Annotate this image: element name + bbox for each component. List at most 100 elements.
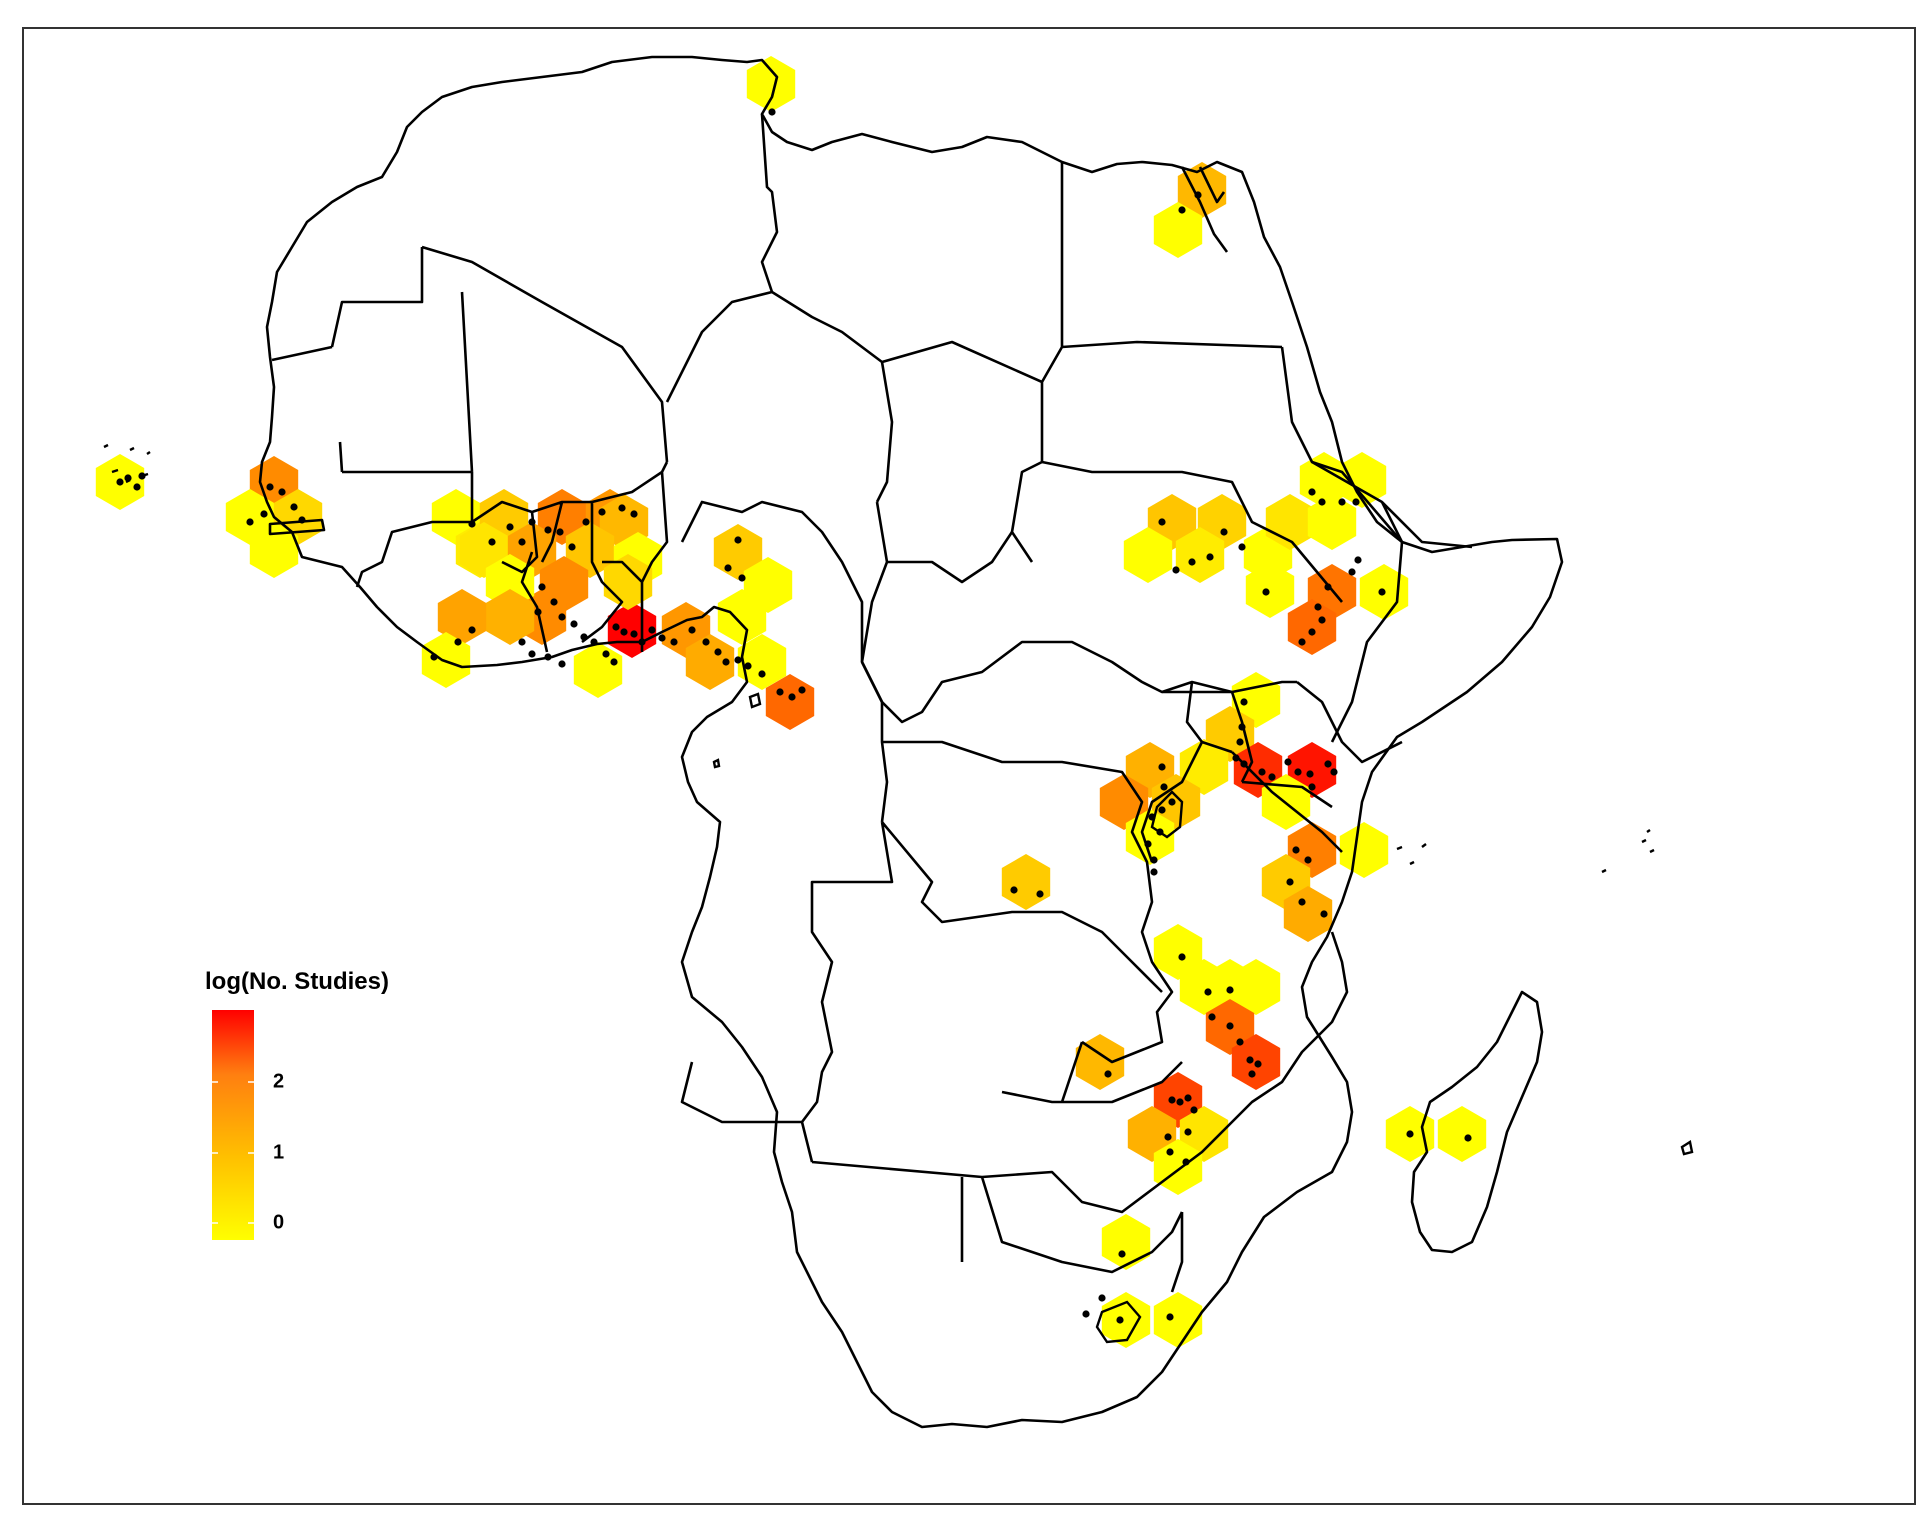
study-point xyxy=(518,638,526,646)
hexbin-ethiopia-n2 xyxy=(1337,452,1387,508)
seychelles-islands xyxy=(1601,829,1655,874)
study-point xyxy=(1158,518,1166,526)
study-point xyxy=(638,638,646,646)
study-point xyxy=(1324,760,1332,768)
study-point xyxy=(598,508,606,516)
study-point xyxy=(430,653,438,661)
study-point xyxy=(1318,616,1326,624)
study-point xyxy=(1226,1022,1234,1030)
study-point xyxy=(580,633,588,641)
study-point xyxy=(1176,1098,1184,1106)
study-point xyxy=(1190,1106,1198,1114)
study-point xyxy=(734,656,742,664)
study-point xyxy=(1294,768,1302,776)
study-point xyxy=(1148,813,1156,821)
study-point xyxy=(1240,698,1248,706)
study-point xyxy=(1182,1158,1190,1166)
study-point xyxy=(630,510,638,518)
study-point xyxy=(1318,498,1326,506)
study-point xyxy=(630,630,638,638)
study-point xyxy=(1158,763,1166,771)
study-point xyxy=(1330,768,1338,776)
study-point xyxy=(1116,1316,1124,1324)
study-point xyxy=(558,613,566,621)
hexbin-nigeria-se xyxy=(737,634,787,690)
hexbin-nigeria-c xyxy=(717,589,767,645)
study-point xyxy=(1036,890,1044,898)
study-point xyxy=(1082,1310,1090,1318)
study-point xyxy=(1236,1038,1244,1046)
hexbin-uganda-s xyxy=(1179,739,1229,795)
hexbin-ethiopia-c2 xyxy=(1307,494,1357,550)
hexbin-ethiopia-sw xyxy=(1245,562,1295,618)
africa-coastline xyxy=(258,55,1564,1429)
study-point xyxy=(612,623,620,631)
study-point xyxy=(658,634,666,642)
study-point xyxy=(688,626,696,634)
borders-west xyxy=(355,461,889,823)
hexbin-zimbabwe-s xyxy=(1153,1139,1203,1195)
hexbin-tunisia xyxy=(746,56,796,112)
study-point xyxy=(1348,568,1356,576)
study-point xyxy=(618,504,626,512)
study-point xyxy=(1010,886,1018,894)
study-point xyxy=(1246,1056,1254,1064)
study-point xyxy=(538,583,546,591)
hexbin-tanzania-coast xyxy=(1339,822,1389,878)
study-point xyxy=(1314,603,1322,611)
study-point xyxy=(468,520,476,528)
hexbin-ghana-ne xyxy=(565,522,615,578)
country-outlines xyxy=(103,55,1694,1429)
study-point xyxy=(714,648,722,656)
study-point xyxy=(1308,628,1316,636)
study-point xyxy=(544,526,552,534)
study-point xyxy=(776,688,784,696)
hexbin-tanzania-n xyxy=(1125,809,1175,865)
study-point xyxy=(1354,556,1362,564)
study-point xyxy=(260,510,268,518)
study-points xyxy=(116,108,1472,1324)
study-point xyxy=(1226,986,1234,994)
study-point xyxy=(722,658,730,666)
hexbin-drc-central xyxy=(1001,854,1051,910)
study-point xyxy=(1150,868,1158,876)
study-point xyxy=(1406,1130,1414,1138)
borders-north xyxy=(271,113,1283,563)
legend-tick-1: 1 xyxy=(273,1141,285,1164)
study-point xyxy=(1352,498,1360,506)
study-point xyxy=(734,536,742,544)
study-point xyxy=(1292,846,1300,854)
study-point xyxy=(1220,528,1228,536)
study-point xyxy=(1248,1070,1256,1078)
study-point xyxy=(1258,768,1266,776)
study-point xyxy=(1378,588,1386,596)
study-point xyxy=(702,638,710,646)
study-point xyxy=(1286,878,1294,886)
study-point xyxy=(454,638,462,646)
hexbin-zambia xyxy=(1075,1034,1125,1090)
mauritius-island xyxy=(1680,1140,1694,1156)
study-point xyxy=(528,518,536,526)
study-point xyxy=(1144,840,1152,848)
madagascar-outline xyxy=(1410,990,1544,1254)
study-point xyxy=(1118,1250,1126,1258)
study-point xyxy=(1178,206,1186,214)
hexbin-ghana-coast xyxy=(573,642,623,698)
comoros-islands xyxy=(1396,843,1427,866)
study-point xyxy=(506,523,514,531)
study-point xyxy=(1184,1094,1192,1102)
legend-tick-0: 0 xyxy=(273,1211,285,1234)
study-point xyxy=(1338,498,1346,506)
study-point xyxy=(1320,910,1328,918)
study-point xyxy=(610,658,618,666)
hexbin-ivory-coast-s xyxy=(421,632,471,688)
study-point xyxy=(133,483,141,491)
hexbin-malawi-n3 xyxy=(1231,959,1281,1015)
hexbin-swaziland xyxy=(1153,1292,1203,1348)
study-point xyxy=(1262,588,1270,596)
hexbin-layer xyxy=(95,56,1487,1348)
study-point xyxy=(1164,1133,1172,1141)
sao-tome-island xyxy=(712,758,721,769)
borders-east xyxy=(1140,460,1473,863)
map-panel xyxy=(22,27,1916,1505)
